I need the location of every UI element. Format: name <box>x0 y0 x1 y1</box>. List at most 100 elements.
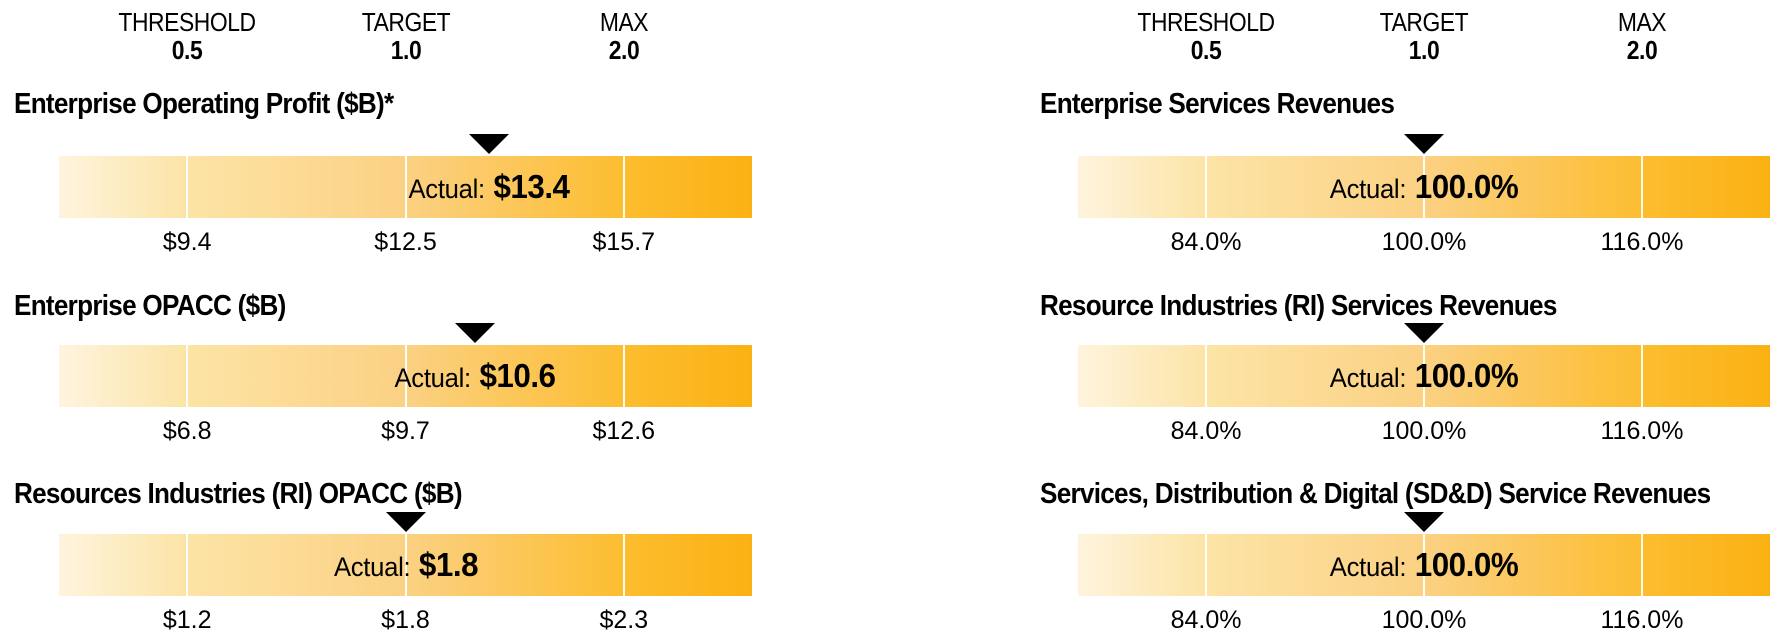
scale-divider-max <box>622 156 625 218</box>
actual-value-label: Actual: 100.0% <box>1325 534 1523 596</box>
scale-header-target-multiplier: 1.0 <box>1407 36 1442 64</box>
scale-header-max-label: MAX <box>1615 8 1670 36</box>
actual-value-label: Actual: $13.4 <box>404 156 574 218</box>
scale-tick-label-threshold: 84.0% <box>1170 417 1242 445</box>
scale-header-max-multiplier: 2.0 <box>1625 36 1660 64</box>
scale-header-max-multiplier-text: 2.0 <box>608 35 640 65</box>
scale-header-threshold-text: THRESHOLD <box>118 7 257 37</box>
actual-value-text: Actual: $1.8 <box>333 534 478 603</box>
actual-marker-triangle-icon <box>1404 512 1444 532</box>
scale-tick-label-threshold: $9.4 <box>162 228 212 256</box>
scale-header-target-label: TARGET <box>1374 8 1475 36</box>
metric-title-text: Services, Distribution & Digital (SD&D) … <box>1040 478 1711 510</box>
payout-scale-bar <box>1078 345 1770 407</box>
metric-title: Enterprise Services Revenues <box>1040 88 1434 120</box>
scale-header-target-multiplier-text: 1.0 <box>390 35 421 65</box>
metric-title: Enterprise OPACC ($B) <box>14 290 316 322</box>
metric-title-text: Resource Industries (RI) Services Revenu… <box>1040 290 1557 322</box>
scale-tick-label-max: 116.0% <box>1600 606 1684 634</box>
scale-divider-target <box>1423 345 1425 407</box>
scale-divider-target <box>1423 156 1425 218</box>
metric-title: Resource Industries (RI) Services Revenu… <box>1040 290 1614 322</box>
metric-title-text: Enterprise Operating Profit ($B)* <box>14 88 394 120</box>
payout-scale-bar <box>59 156 752 218</box>
scale-header-max-text: MAX <box>599 7 649 37</box>
scale-header-threshold-label: THRESHOLD <box>1128 8 1284 36</box>
scale-tick-label-max: $15.7 <box>592 228 656 256</box>
actual-value-text: Actual: 100.0% <box>1329 156 1519 225</box>
metric-title: Services, Distribution & Digital (SD&D) … <box>1040 478 1785 510</box>
scale-header-target-multiplier-text: 1.0 <box>1408 35 1440 65</box>
actual-prefix-text: Actual: <box>408 174 485 204</box>
actual-value-number: 100.0% <box>1414 546 1519 583</box>
scale-header-threshold-label: THRESHOLD <box>109 8 265 36</box>
scale-header-threshold-multiplier: 0.5 <box>1189 36 1224 64</box>
scale-header-target-text: TARGET <box>1379 7 1469 37</box>
scale-divider-max <box>622 345 625 407</box>
scale-tick-label-target: 100.0% <box>1381 417 1467 445</box>
scale-tick-label-max: 116.0% <box>1600 228 1684 256</box>
scale-tick-label-max: $12.6 <box>592 417 656 445</box>
scale-header-target-label: TARGET <box>355 8 456 36</box>
scale-divider-target <box>404 156 407 218</box>
scale-tick-label-max: 116.0% <box>1600 417 1684 445</box>
scale-header-max-multiplier-text: 2.0 <box>1626 35 1658 65</box>
scale-divider-max <box>1640 345 1643 407</box>
scale-tick-label-target: $12.5 <box>374 228 437 256</box>
scale-divider-target <box>404 345 407 407</box>
scale-header-threshold-multiplier-text: 0.5 <box>171 35 203 65</box>
metric-title-text: Resources Industries (RI) OPACC ($B) <box>14 478 463 510</box>
actual-marker-triangle-icon <box>468 134 509 154</box>
actual-marker-triangle-icon <box>1404 134 1444 154</box>
scale-header-target-text: TARGET <box>361 7 450 37</box>
payout-scale-bar <box>1078 534 1770 596</box>
actual-prefix-text: Actual: <box>1329 552 1407 582</box>
actual-prefix-text: Actual: <box>1329 363 1407 393</box>
actual-value-label: Actual: $10.6 <box>390 345 560 407</box>
actual-value-number: $10.6 <box>479 357 556 394</box>
scale-divider-threshold <box>1205 156 1208 218</box>
payout-scale-bar <box>59 534 752 596</box>
scale-tick-label-threshold: 84.0% <box>1170 228 1242 256</box>
actual-marker-triangle-icon <box>454 323 495 343</box>
scale-divider-threshold <box>186 156 189 218</box>
scale-divider-max <box>622 534 625 596</box>
scale-tick-label-threshold: $1.2 <box>162 606 212 634</box>
scale-divider-target <box>1423 534 1425 596</box>
payout-scale-bar <box>59 345 752 407</box>
actual-value-number: $13.4 <box>493 168 570 205</box>
scale-tick-label-threshold: 84.0% <box>1170 606 1242 634</box>
scale-divider-threshold <box>186 534 189 596</box>
scale-tick-label-target: 100.0% <box>1381 606 1467 634</box>
scale-tick-label-threshold: $6.8 <box>162 417 212 445</box>
scale-header-max-text: MAX <box>1617 7 1667 37</box>
scale-divider-target <box>404 534 407 596</box>
actual-value-label: Actual: 100.0% <box>1325 156 1523 218</box>
actual-value-text: Actual: $10.6 <box>394 345 556 414</box>
actual-prefix-text: Actual: <box>394 363 471 393</box>
actual-prefix-text: Actual: <box>333 552 410 582</box>
scale-header-max-label: MAX <box>596 8 651 36</box>
actual-value-number: 100.0% <box>1414 357 1519 394</box>
actual-value-number: 100.0% <box>1414 168 1519 205</box>
actual-value-number: $1.8 <box>418 546 478 583</box>
scale-header-threshold-text: THRESHOLD <box>1137 7 1275 37</box>
payout-scale-bar <box>1078 156 1770 218</box>
metric-title-text: Enterprise Services Revenues <box>1040 88 1395 120</box>
scale-divider-threshold <box>1205 345 1208 407</box>
scale-header-max-multiplier: 2.0 <box>606 36 641 64</box>
actual-value-label: Actual: $1.8 <box>330 534 482 596</box>
scale-divider-threshold <box>1205 534 1208 596</box>
actual-value-text: Actual: $13.4 <box>408 156 570 225</box>
actual-value-text: Actual: 100.0% <box>1329 345 1519 414</box>
actual-value-text: Actual: 100.0% <box>1329 534 1519 603</box>
scale-divider-max <box>1640 534 1643 596</box>
actual-prefix-text: Actual: <box>1329 174 1407 204</box>
scale-header-threshold-multiplier: 0.5 <box>170 36 205 64</box>
metric-title: Enterprise Operating Profit ($B)* <box>14 88 436 120</box>
scale-tick-label-target: 100.0% <box>1381 228 1467 256</box>
scale-tick-label-target: $9.7 <box>381 417 430 445</box>
